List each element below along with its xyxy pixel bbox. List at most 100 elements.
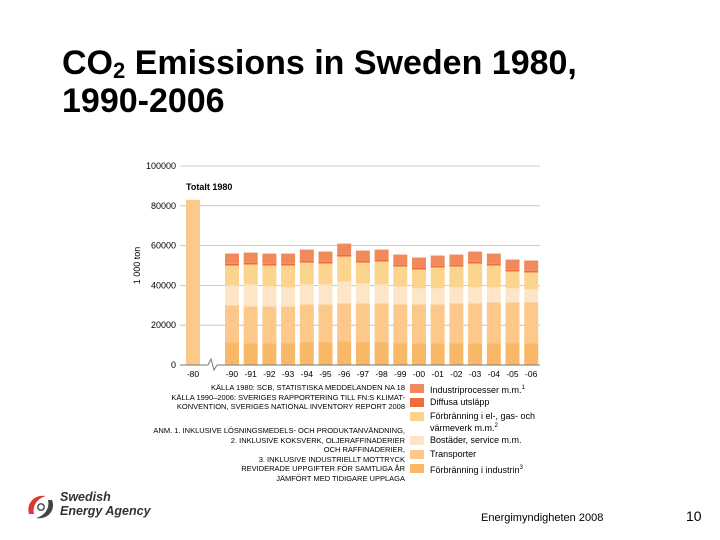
bar-segment [524,270,539,273]
logo-text: Swedish Energy Agency [60,490,151,518]
bar-segment [337,281,352,304]
bar-segment [243,264,258,285]
title-suffix: Emissions in Sweden 1980, [125,44,577,82]
bar-segment [412,269,426,289]
bar-segment [262,253,277,264]
bar-segment [374,284,389,304]
bar-segment [374,342,389,365]
bar-segment [449,287,464,304]
legend-label: Industriprocesser m.m.1 [430,385,525,395]
bar-segment [468,263,483,288]
bar-segment [374,261,389,285]
y-tick-label: 60000 [151,241,176,251]
bar-segment [412,304,426,344]
bar-segment [243,306,258,344]
bar-segment [299,304,314,343]
bar-segment [337,243,352,255]
legend-footnote-marker: 1 [521,385,525,391]
bar-segment [262,306,277,344]
x-tick-label: -93 [282,369,295,379]
bar-segment [243,262,258,265]
bar-segment [299,260,314,263]
agency-logo: Swedish Energy Agency [24,490,174,530]
bar-segment [225,263,239,266]
title-prefix: CO [62,44,113,82]
x-tick-label: -03 [469,369,482,379]
notes-block: ANM. 1. INKLUSIVE LÖSNINGSMEDELS- OCH PR… [139,426,405,484]
annotation-total-1980: Totalt 1980 [186,182,232,192]
bar-segment [299,262,314,285]
bar-segment [281,253,296,264]
bar-segment [374,303,389,343]
bar-segment [468,261,483,264]
legend-swatch [410,464,424,473]
x-tick-label: -05 [506,369,519,379]
logo-line2: Energy Agency [60,504,151,518]
bar-segment [243,252,258,263]
x-tick-label: -02 [450,369,463,379]
bar-segment [243,284,258,307]
bar-segment [449,343,464,365]
y-tick-label: 20000 [151,320,176,330]
labels-layer: 0 20000 40000 60000 80000 100000 1 000 ton -80 -… [132,161,538,379]
bar-segment [430,288,445,305]
legend-swatch [410,398,424,407]
bar-segment [355,260,370,263]
note-line: JÄMFÖRT MED TIDIGARE UPPLAGA [276,473,405,483]
bar-segment [430,343,445,365]
bar-segment [337,254,352,257]
legend-swatch [410,450,424,459]
bar-segment [486,265,501,288]
bar-segment [393,266,408,287]
bar-segment [505,288,520,303]
bar-segment [449,303,464,344]
y-tick-label: 40000 [151,280,176,290]
sources-block: KÄLLA 1980: SCB, STATISTISKA MEDDELANDEN… [139,383,405,412]
bar-segment [337,256,352,282]
bar-segment [393,254,408,265]
source-line: KONVENTION, SVERIGES NATIONAL INVENTORY … [176,402,405,412]
source-line: KÄLLA 1980: SCB, STATISTISKA MEDDELANDEN… [211,383,405,392]
y-axis-label: 1 000 ton [132,247,142,285]
legend-label: Förbränning i industrin3 [430,465,523,475]
note-line: ANM. 1. INKLUSIVE LÖSNINGSMEDELS- OCH PR… [153,426,405,435]
bar-segment [393,286,408,305]
x-tick-label: -92 [263,369,276,379]
bar-segment [505,269,520,272]
bar-segment [468,287,483,304]
bar-total-1980 [186,199,200,365]
bar-segment [318,263,333,285]
bar-segment [299,284,314,305]
title-subscript: 2 [113,58,126,83]
bar-segment [486,287,501,303]
bar-segment [412,288,426,305]
page-number: 10 [686,508,702,524]
x-tick-label: -80 [187,369,200,379]
bar-segment [524,289,539,303]
x-tick-label: -98 [375,369,388,379]
bar-segment [225,265,239,286]
y-tick-label: 100000 [146,161,176,171]
legend-footnote-marker: 3 [519,465,523,471]
bar-segment [262,286,277,307]
bar-segment [355,250,370,261]
bar-segment [524,302,539,344]
x-tick-label: -91 [245,369,258,379]
bar-segment [486,343,501,365]
bar-segment [449,264,464,267]
bar-segment [505,259,520,270]
legend-label: Bostäder, service m.m. [430,435,522,445]
bar-segment [468,343,483,365]
bar-segment [281,306,296,344]
bar-segment [449,254,464,265]
source-line: KÄLLA 1990–2006: SVERIGES RAPPORTERING T… [171,392,405,402]
bar-segment [524,272,539,290]
bar-segment [243,343,258,365]
bar-segment [225,253,239,264]
x-tick-label: -90 [226,369,239,379]
bar-segment [355,262,370,284]
bar-segment [374,249,389,260]
bar-segment [486,302,501,344]
bar-segment [262,343,277,365]
bar-segment [468,303,483,344]
